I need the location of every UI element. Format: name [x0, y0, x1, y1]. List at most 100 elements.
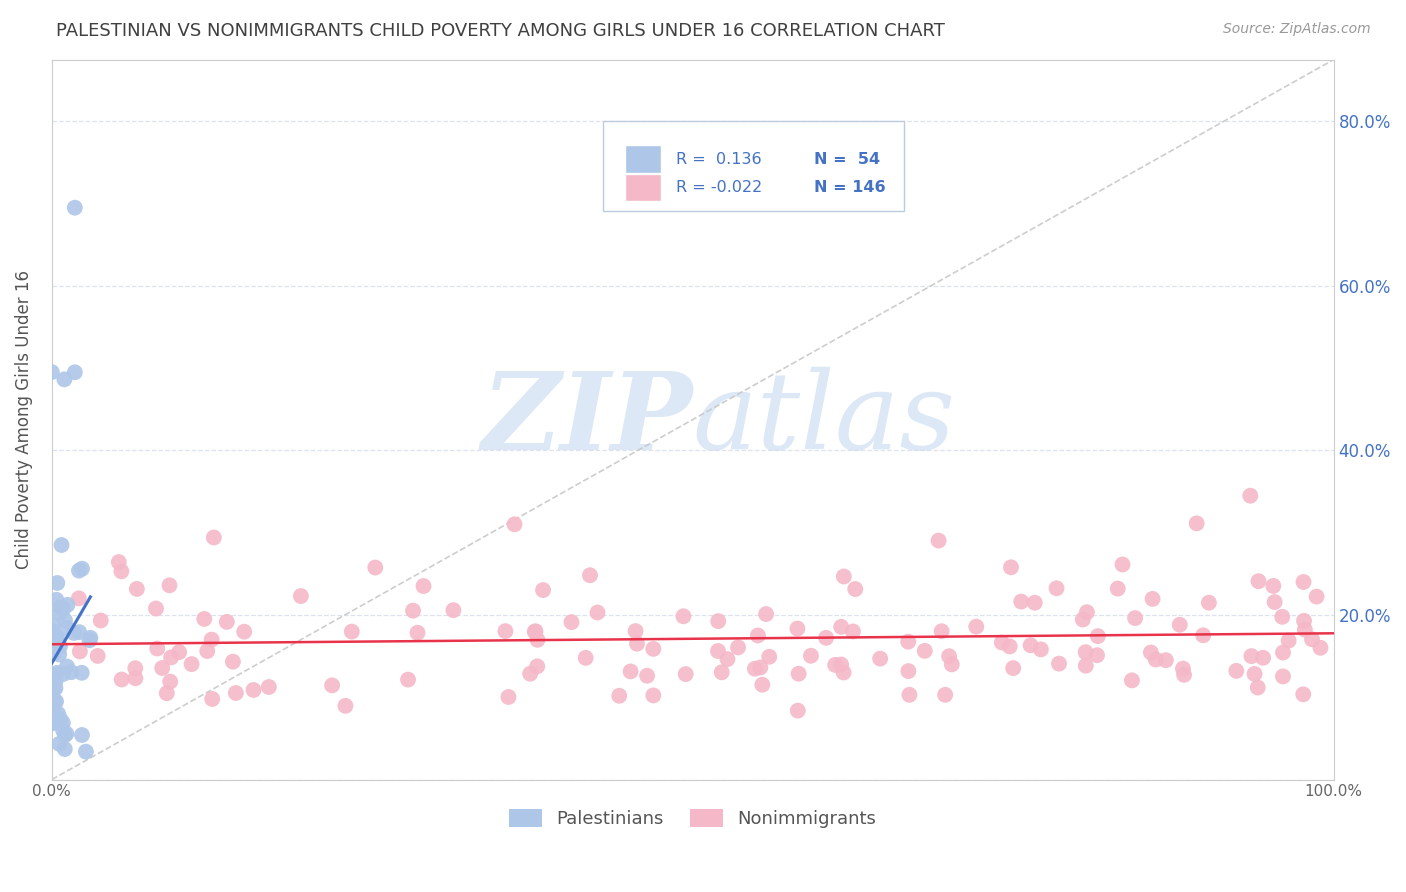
Point: [53, 372, 76, 386]
Point: [70, 562, 93, 576]
Point: [195, 644, 218, 658]
Point: [63, 201, 86, 215]
Point: [897, 634, 920, 648]
Point: [125, 582, 148, 596]
Point: [79, 633, 101, 648]
Point: [1239, 489, 1261, 503]
Point: [335, 698, 357, 713]
Point: [1251, 650, 1274, 665]
Point: [800, 648, 823, 663]
Point: [1154, 653, 1177, 667]
Point: [1271, 609, 1294, 624]
FancyBboxPatch shape: [624, 174, 661, 201]
Text: N =  54: N = 54: [814, 152, 880, 167]
Point: [624, 624, 647, 638]
Point: [830, 620, 852, 634]
Point: [67, 591, 90, 606]
Point: [53, 728, 76, 742]
Point: [842, 624, 865, 639]
Point: [70, 728, 93, 742]
Point: [1243, 667, 1265, 681]
Point: [1198, 596, 1220, 610]
Point: [1024, 596, 1046, 610]
Point: [156, 686, 179, 700]
Point: [1171, 662, 1194, 676]
Point: [1002, 661, 1025, 675]
Point: [160, 650, 183, 665]
Point: [124, 671, 146, 685]
Point: [1019, 638, 1042, 652]
Point: [55, 727, 77, 741]
Point: [49, 606, 72, 620]
Point: [45, 632, 67, 647]
Point: [869, 651, 891, 665]
Point: [46, 706, 69, 721]
Point: [1123, 611, 1146, 625]
Point: [586, 606, 609, 620]
Point: [1000, 560, 1022, 574]
Point: [965, 620, 987, 634]
Point: [49, 600, 72, 615]
Text: ZIP: ZIP: [481, 367, 693, 473]
Point: [619, 665, 641, 679]
Point: [531, 583, 554, 598]
Point: [56, 598, 79, 612]
Point: [575, 650, 598, 665]
Point: [758, 649, 780, 664]
Point: [1294, 623, 1316, 637]
Point: [815, 631, 838, 645]
Point: [52, 667, 75, 681]
Text: N = 146: N = 146: [814, 180, 886, 194]
Point: [672, 609, 695, 624]
Point: [51, 538, 73, 552]
Point: [1010, 594, 1032, 608]
Point: [1264, 595, 1286, 609]
Point: [934, 688, 956, 702]
Point: [233, 624, 256, 639]
Point: [607, 689, 630, 703]
Point: [69, 644, 91, 658]
Point: [1144, 652, 1167, 666]
Point: [52, 723, 75, 738]
Point: [755, 607, 778, 621]
Point: [46, 665, 69, 680]
FancyBboxPatch shape: [603, 120, 904, 211]
Point: [524, 624, 547, 639]
Point: [67, 564, 90, 578]
Point: [222, 655, 245, 669]
Point: [1225, 664, 1247, 678]
Point: [321, 678, 343, 692]
Point: [159, 674, 181, 689]
Legend: Palestinians, Nonimmigrants: Palestinians, Nonimmigrants: [502, 802, 883, 836]
Point: [396, 673, 419, 687]
Point: [124, 661, 146, 675]
Point: [1240, 649, 1263, 664]
Point: [1111, 558, 1133, 572]
Point: [710, 665, 733, 680]
Point: [1087, 629, 1109, 643]
Point: [523, 624, 546, 639]
Point: [49, 640, 72, 654]
Point: [1029, 642, 1052, 657]
Point: [42, 682, 65, 697]
Point: [636, 669, 658, 683]
Point: [998, 640, 1021, 654]
Point: [441, 603, 464, 617]
Point: [526, 632, 548, 647]
Point: [52, 715, 75, 730]
Point: [844, 582, 866, 596]
Point: [824, 657, 846, 672]
Point: [1292, 687, 1315, 701]
Point: [111, 673, 134, 687]
Point: [498, 690, 520, 704]
Point: [1292, 574, 1315, 589]
Point: [1185, 516, 1208, 531]
Point: [991, 635, 1014, 649]
Point: [898, 688, 921, 702]
Point: [45, 694, 67, 708]
Point: [1247, 681, 1270, 695]
Point: [579, 568, 602, 582]
Point: [86, 648, 108, 663]
Point: [402, 604, 425, 618]
Point: [45, 674, 67, 689]
